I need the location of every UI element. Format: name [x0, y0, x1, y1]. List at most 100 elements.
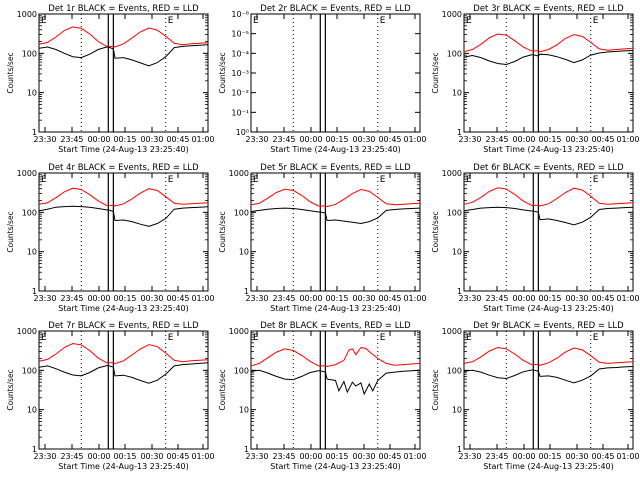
- series-line-events: [463, 50, 634, 66]
- x-axis-label: Start Time (24-Aug-13 23:25:40): [58, 462, 189, 471]
- x-tick-label: 00:00: [87, 135, 110, 144]
- x-axis-label: Start Time (24-Aug-13 23:25:40): [270, 462, 401, 471]
- series-line-events: [250, 207, 421, 225]
- y-tick-label: 1: [32, 445, 37, 454]
- x-axis-label: Start Time (24-Aug-13 23:25:40): [58, 145, 189, 154]
- plot-frame: [463, 13, 634, 133]
- series-line-events: [463, 206, 634, 226]
- y-tick-label: 10⁻¹: [231, 108, 249, 117]
- x-tick-label: 00:15: [538, 452, 561, 461]
- panel-2: Det 2r BLACK = Events, RED = LLD 10⁰ 10⁻¹ 1…: [218, 4, 427, 154]
- series-line-events: [250, 369, 421, 396]
- y-tick-label: 1000: [17, 327, 37, 336]
- x-tick-label: 00:00: [299, 452, 322, 461]
- panel-title: Det 5r BLACK = Events, RED = LLD: [260, 163, 411, 173]
- y-tick-label: 10⁻³: [231, 69, 249, 78]
- x-tick-label: 23:45: [272, 135, 295, 144]
- panel-title: Det 2r BLACK = Events, RED = LLD: [260, 4, 411, 14]
- y-tick-label: 100: [22, 208, 37, 217]
- panel-3: Det 3r BLACK = Events, RED = LLD 1 10 100 10…: [431, 4, 640, 154]
- y-axis-label: Counts/sec: [431, 211, 440, 252]
- series-line-events: [38, 205, 209, 227]
- event-marker: E: [466, 333, 472, 343]
- y-tick-label: 1000: [17, 10, 37, 19]
- panel-title: Det 1r BLACK = Events, RED = LLD: [48, 4, 199, 14]
- event-marker: E: [380, 333, 386, 343]
- y-tick-label: 1000: [229, 327, 249, 336]
- plot-frame: [463, 330, 634, 450]
- panel-title: Det 3r BLACK = Events, RED = LLD: [473, 4, 624, 14]
- x-tick-label: 23:30: [458, 294, 481, 303]
- panel-4: Det 4r BLACK = Events, RED = LLD 1 10 100 10…: [6, 163, 215, 313]
- event-marker: E: [41, 333, 47, 343]
- x-tick-label: 23:30: [33, 135, 56, 144]
- y-tick-label: 100: [447, 49, 462, 58]
- y-tick-label: 1: [244, 287, 249, 296]
- plot-frame: [38, 330, 209, 450]
- y-tick-label: 10: [27, 406, 37, 415]
- event-marker: E: [593, 175, 599, 185]
- x-tick-label: 00:30: [352, 135, 375, 144]
- event-marker: E: [380, 16, 386, 26]
- x-tick-label: 00:45: [166, 135, 189, 144]
- x-tick-label: 00:15: [113, 135, 136, 144]
- x-axis-label: Start Time (24-Aug-13 23:25:40): [483, 304, 614, 313]
- y-axis-label: Counts/sec: [6, 52, 15, 93]
- x-axis-label: Start Time (24-Aug-13 23:25:40): [483, 462, 614, 471]
- event-marker: E: [466, 175, 472, 185]
- x-tick-label: 01:00: [403, 135, 426, 144]
- y-tick-label: 10⁻⁵: [231, 30, 249, 39]
- series-line-events: [38, 44, 209, 67]
- x-tick-label: 01:00: [616, 294, 639, 303]
- x-tick-label: 23:30: [33, 294, 56, 303]
- y-tick-label: 100: [234, 366, 249, 375]
- x-tick-label: 23:30: [33, 452, 56, 461]
- series-line-events: [38, 362, 209, 384]
- x-tick-label: 23:45: [272, 294, 295, 303]
- x-tick-label: 01:00: [191, 135, 214, 144]
- y-tick-label: 1000: [442, 327, 462, 336]
- series-line-lld: [250, 188, 421, 208]
- x-tick-label: 00:30: [140, 294, 163, 303]
- x-tick-label: 00:15: [113, 452, 136, 461]
- panel-8: Det 8r BLACK = Events, RED = LLD 1 10 100 10…: [218, 321, 427, 471]
- y-tick-label: 10: [27, 248, 37, 257]
- y-axis-label: Counts/sec: [6, 211, 15, 252]
- x-tick-label: 00:00: [87, 452, 110, 461]
- y-tick-label: 100: [234, 208, 249, 217]
- event-marker: E: [168, 333, 174, 343]
- panel-7: Det 7r BLACK = Events, RED = LLD 1 10 100 10…: [6, 321, 215, 471]
- event-marker: E: [466, 16, 472, 26]
- x-tick-label: 00:30: [140, 452, 163, 461]
- x-axis-label: Start Time (24-Aug-13 23:25:40): [270, 145, 401, 154]
- y-tick-label: 10: [239, 406, 249, 415]
- x-tick-label: 23:30: [245, 452, 268, 461]
- x-tick-label: 00:45: [591, 294, 614, 303]
- x-tick-label: 23:45: [485, 294, 508, 303]
- event-marker: E: [593, 333, 599, 343]
- x-tick-label: 00:45: [378, 452, 401, 461]
- x-tick-label: 00:00: [512, 452, 535, 461]
- plot-frame: [250, 330, 421, 450]
- plot-frame: [250, 172, 421, 292]
- y-axis-label: Counts/sec: [431, 52, 440, 93]
- y-tick-label: 10⁻⁴: [231, 49, 249, 58]
- x-axis-label: Start Time (24-Aug-13 23:25:40): [483, 145, 614, 154]
- y-tick-label: 10⁻⁶: [231, 10, 249, 19]
- x-tick-label: 00:45: [591, 135, 614, 144]
- y-tick-label: 1000: [442, 10, 462, 19]
- x-tick-label: 00:45: [378, 135, 401, 144]
- x-tick-label: 23:30: [245, 135, 268, 144]
- x-tick-label: 00:15: [325, 135, 348, 144]
- x-axis-label: Start Time (24-Aug-13 23:25:40): [270, 304, 401, 313]
- x-tick-label: 23:45: [485, 452, 508, 461]
- event-marker: E: [41, 175, 47, 185]
- x-tick-label: 00:15: [113, 294, 136, 303]
- series-line-lld: [463, 187, 634, 207]
- y-tick-label: 100: [447, 366, 462, 375]
- y-tick-label: 10⁰: [236, 128, 249, 137]
- x-tick-label: 23:45: [272, 452, 295, 461]
- series-line-lld: [463, 346, 634, 366]
- x-axis-label: Start Time (24-Aug-13 23:25:40): [58, 304, 189, 313]
